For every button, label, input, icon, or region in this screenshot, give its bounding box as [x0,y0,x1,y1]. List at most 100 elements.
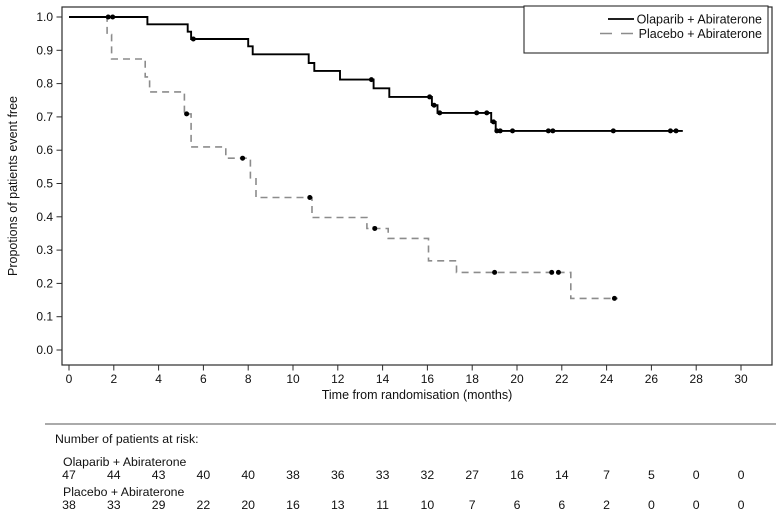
x-tick-label: 8 [245,372,252,386]
curve-olaparib [69,16,683,132]
y-tick-label: 1.0 [36,10,53,24]
risk-count: 11 [376,498,389,512]
legend-label-placebo: Placebo + Abiraterone [639,27,762,41]
y-tick-label: 0.3 [36,243,53,257]
risk-count: 6 [514,498,521,512]
censor-mark [484,110,490,116]
risk-count: 20 [241,498,255,512]
risk-count: 0 [738,498,745,512]
y-axis-ticks: 1.0 0.9 0.8 0.7 0.6 0.5 0.4 0.3 0.2 0.1 0.0 [36,10,62,357]
risk-count: 29 [152,498,166,512]
y-tick-label: 0.1 [36,310,53,324]
censor-mark [474,110,480,116]
risk-count: 40 [197,468,211,482]
risk-count: 40 [241,468,255,482]
y-tick-label: 0.4 [36,210,53,224]
censor-mark [667,128,673,134]
censor-mark [545,128,551,134]
risk-table-title: Number of patients at risk: [55,432,199,446]
censor-mark [240,155,246,161]
x-axis-ticks: 0 2 4 6 8 10 12 14 16 18 20 22 24 26 28 30 [66,365,748,386]
x-axis-label: Time from randomisation (months) [322,388,513,402]
x-tick-label: 6 [200,372,207,386]
censor-mark [549,269,555,275]
x-tick-label: 14 [376,372,390,386]
x-tick-label: 28 [690,372,704,386]
censor-mark [368,77,374,83]
risk-count: 47 [62,468,76,482]
risk-count: 33 [107,498,121,512]
censor-mark [427,94,433,100]
risk-count: 38 [62,498,76,512]
risk-count: 27 [465,468,479,482]
y-tick-label: 0.0 [36,343,53,357]
x-tick-label: 22 [555,372,569,386]
y-tick-label: 0.6 [36,143,53,157]
censor-mark [490,119,496,125]
x-tick-label: 2 [110,372,117,386]
y-tick-label: 0.5 [36,177,53,191]
x-tick-label: 10 [286,372,300,386]
risk-table-numbers: 47 44 43 40 40 38 36 33 32 27 16 14 7 5 0 038 33 29 22 20 16… [62,468,744,512]
risk-table: Number of patients at risk: Olaparib + A… [45,423,776,512]
risk-count: 36 [331,468,345,482]
risk-count: 16 [510,468,524,482]
legend: Olaparib + Abiraterone Placebo + Abirate… [523,5,769,54]
risk-count: 6 [558,498,565,512]
risk-count: 43 [152,468,166,482]
censor-mark [492,269,498,275]
risk-count: 0 [693,468,700,482]
censor-mark [673,128,679,134]
risk-count: 5 [648,468,655,482]
risk-count: 13 [331,498,345,512]
risk-row-label-placebo: Placebo + Abiraterone [63,485,185,499]
risk-count: 14 [555,468,569,482]
censor-mark [307,194,313,200]
legend-box [523,5,769,54]
censor-mark [610,128,616,134]
y-tick-label: 0.9 [36,43,53,57]
risk-row-label-olaparib: Olaparib + Abiraterone [63,455,187,469]
x-tick-label: 4 [155,372,162,386]
censor-mark [110,14,116,20]
risk-count: 32 [421,468,435,482]
censor-mark [184,111,190,117]
censor-mark [431,102,437,108]
censor-mark [372,225,378,231]
risk-count: 0 [693,498,700,512]
censor-mark [190,36,196,42]
x-tick-label: 20 [510,372,524,386]
y-tick-label: 0.2 [36,276,53,290]
survival-curves [69,14,683,301]
x-tick-label: 0 [66,372,73,386]
censor-mark [555,269,561,275]
risk-count: 10 [421,498,435,512]
x-tick-label: 24 [600,372,614,386]
x-tick-label: 30 [734,372,748,386]
x-tick-label: 18 [466,372,480,386]
y-tick-label: 0.8 [36,77,53,91]
risk-count: 38 [286,468,300,482]
censor-mark [510,128,516,134]
x-tick-label: 16 [421,372,435,386]
y-tick-label: 0.7 [36,110,53,124]
risk-count: 16 [286,498,300,512]
risk-count: 2 [603,498,610,512]
censor-mark [437,110,443,116]
censor-mark [550,128,556,134]
censor-mark [497,128,503,134]
risk-count: 44 [107,468,121,482]
risk-count: 7 [603,468,610,482]
legend-label-olaparib: Olaparib + Abiraterone [637,13,762,27]
x-tick-label: 12 [331,372,345,386]
risk-count: 22 [197,498,211,512]
x-tick-label: 26 [645,372,659,386]
risk-count: 33 [376,468,390,482]
plot-frame [61,6,773,366]
risk-count: 7 [469,498,476,512]
curve-placebo [69,16,618,300]
risk-count: 0 [648,498,655,512]
censor-mark [611,295,617,301]
